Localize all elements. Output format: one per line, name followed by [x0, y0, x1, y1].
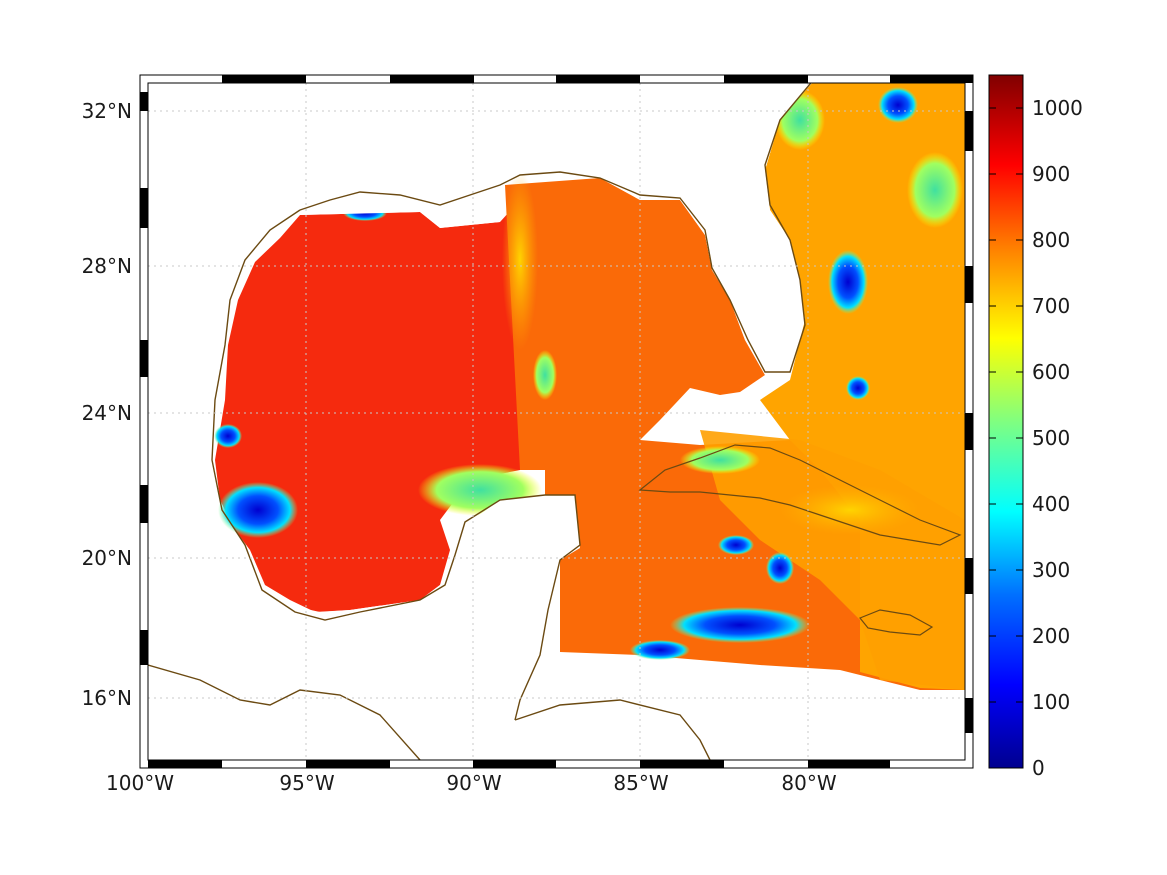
colorbar-ramp: [988, 74, 1024, 769]
blue-blob-caribbean-1: [670, 607, 810, 643]
blue-blob-campeche: [218, 482, 298, 538]
colorbar-label-400: 400: [1032, 492, 1070, 516]
colorbar-label-200: 200: [1032, 624, 1070, 648]
land-jamaica: [859, 609, 934, 636]
colorbar-label-300: 300: [1032, 558, 1070, 582]
data-field: [148, 83, 965, 760]
lat-label-16n: 16°N: [82, 686, 132, 710]
coastline-gulf: [148, 83, 812, 760]
green-patch-gulf: [533, 350, 557, 400]
colorbar-label-1000: 1000: [1032, 96, 1083, 120]
blue-blob-bahamas: [828, 250, 868, 314]
colorbar-label-500: 500: [1032, 426, 1070, 450]
colorbar-ticks: [989, 107, 1023, 703]
green-patch-cuba: [680, 446, 760, 474]
blue-blob-caribbean-2: [630, 640, 690, 660]
lat-label-20n: 20°N: [82, 546, 132, 570]
lat-label-28n: 28°N: [82, 254, 132, 278]
colorbar-label-800: 800: [1032, 228, 1070, 252]
green-patch-northeast: [907, 152, 963, 228]
yellow-streak: [502, 170, 538, 350]
blue-blob-bahamas-2: [846, 376, 870, 400]
land-cuba: [638, 444, 962, 546]
lon-label-85w: 85°W: [613, 771, 668, 795]
lat-label-24n: 24°N: [82, 401, 132, 425]
land-yucatan: [148, 495, 580, 760]
colorbar-label-900: 900: [1032, 162, 1070, 186]
blue-blob-west: [214, 424, 242, 448]
lat-label-32n: 32°N: [82, 99, 132, 123]
colorbar-label-0: 0: [1032, 756, 1045, 780]
grid: [148, 83, 965, 760]
lon-label-100w: 100°W: [106, 771, 174, 795]
yellow-patch-cuba: [780, 485, 920, 535]
lon-label-80w: 80°W: [781, 771, 836, 795]
colorbar-label-100: 100: [1032, 690, 1070, 714]
lon-labels: 100°W 95°W 90°W 85°W 80°W: [106, 771, 837, 795]
land-florida: [148, 83, 812, 375]
map-frame: [139, 74, 974, 769]
lon-label-95w: 95°W: [279, 771, 334, 795]
blue-blob-caribbean-4: [718, 535, 754, 555]
lat-labels: 32°N 28°N 24°N 20°N 16°N: [82, 99, 132, 710]
blue-blob-northeast: [878, 87, 918, 123]
lon-label-90w: 90°W: [446, 771, 501, 795]
colorbar: 1000 900 800 700 600 500 400 300 200 100…: [988, 74, 1083, 780]
colorbar-label-600: 600: [1032, 360, 1070, 384]
blue-blob-caribbean-3: [766, 552, 794, 584]
colorbar-label-700: 700: [1032, 294, 1070, 318]
